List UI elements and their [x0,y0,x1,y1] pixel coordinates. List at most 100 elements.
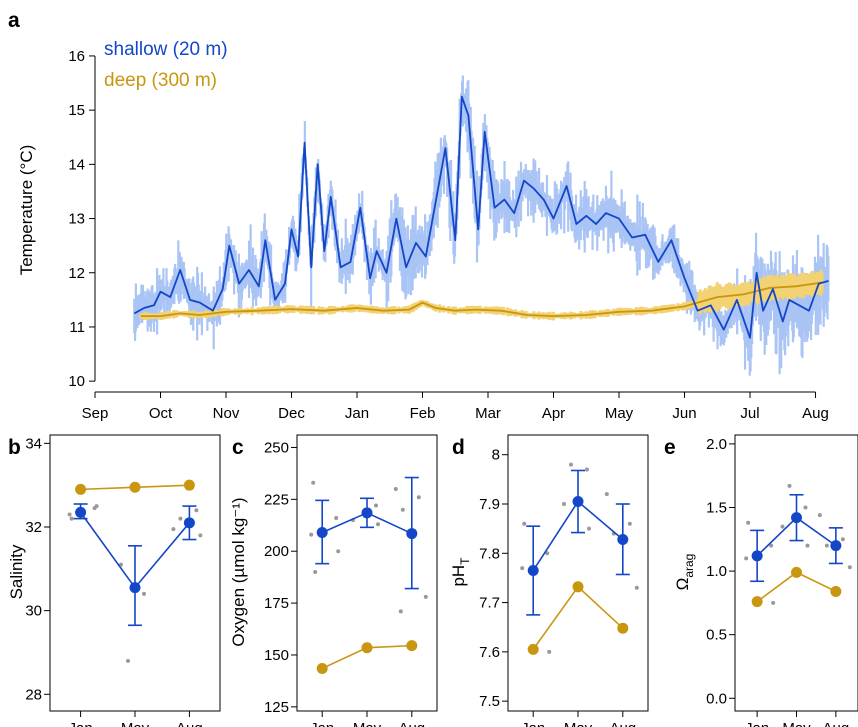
panel-d-y-tick-label: 8 [492,447,500,464]
deep-mean-point [183,479,195,491]
replicate-point [847,565,852,570]
replicate-point [94,504,99,509]
legend-shallow: shallow (20 m) [104,39,228,60]
panel-b-letter: b [8,436,21,459]
replicate-point [376,522,380,527]
panel-a-y-tick-label: 16 [68,48,85,65]
replicate-point [604,492,609,497]
panel-d-x-tick-label: Jan [521,720,545,727]
panel-a-x-tick-label: May [605,405,634,422]
panel-e-y-tick-label: 0.5 [706,627,727,644]
replicate-point [374,503,378,508]
replicate-point [562,502,566,506]
deep-mean-point [527,643,539,655]
shallow-mean-point [830,540,842,552]
replicate-point [805,543,810,548]
panel-b-x-tick-label: Jan [69,720,93,727]
panel-e-y-tick-label: 0.0 [706,690,727,707]
panel-c-y-tick-label: 225 [264,491,289,508]
panel-c-x-tick-label: Aug [398,720,425,727]
panel-b: b Salinity 28 30 32 34 Jan May Aug [7,434,221,727]
panel-a-axes: 10 11 12 13 14 15 16 Sep Oct Nov Dec Jan Feb Mar Apr Ma… [68,48,829,422]
deep-mean-point [75,483,87,495]
replicate-point [142,591,146,596]
replicate-point [817,513,822,518]
panel-e-ylabel-sub: arag [682,554,696,578]
panel-a-y-tick-label: 11 [69,319,85,336]
panel-d: d pHT 7.5 7.6 7.7 7.8 7.9 8 Jan May Aug [449,434,649,727]
shallow-mean-point [129,582,141,594]
replicate-point [311,480,316,485]
panel-a-ylabel: Temperature (°C) [17,145,36,276]
replicate-point [309,532,314,537]
replicate-point [824,543,829,548]
panel-c-y-tick-label: 125 [264,699,289,716]
panel-a-x-tick-label: Jun [672,405,696,422]
replicate-point [313,569,318,574]
panel-c: c Oxygen (µmol kg⁻¹) 125 150 175 200 225 250 J… [229,434,438,727]
replicate-point [780,524,785,529]
panel-a-x-tick-label: Feb [410,405,436,422]
replicate-point [744,556,749,561]
replicate-point [787,483,792,488]
panel-e-y-tick-label: 1.0 [706,563,727,580]
replicate-point [769,543,774,548]
panel-c-y-tick-label: 250 [264,439,289,456]
panel-a-x-tick-label: Mar [475,405,501,422]
replicate-point [69,516,74,521]
replicate-point [398,609,403,614]
shallow-mean-point [361,507,373,519]
panel-e-y-tick-label: 1.5 [706,499,727,516]
deep-mean-point [791,566,802,578]
replicate-point [634,585,639,590]
shallow-mean-point [183,517,195,529]
panel-c-x-tick-label: May [353,720,382,727]
panel-c-ylabel: Oxygen (µmol kg⁻¹) [229,497,248,646]
panel-d-x-tick-label: May [564,720,593,727]
replicate-point [585,467,589,472]
panel-a-y-tick-label: 15 [68,102,85,119]
shallow-series-line [133,95,829,339]
replicate-point [171,527,176,532]
shallow-mean-point [617,533,629,545]
panel-a-y-tick-label: 12 [68,265,85,282]
shallow-mean-point [572,496,584,508]
panel-e-y-tick-label: 2.0 [706,436,727,453]
panel-e-letter: e [664,436,676,459]
panel-b-y-tick-label: 28 [25,686,42,703]
replicate-point [522,521,527,526]
panel-d-y-tick-label: 7.7 [479,595,500,612]
replicate-point [547,649,552,654]
panel-e-x-tick-label: Jan [745,720,769,727]
deep-series-line [532,585,624,650]
panel-c-y-tick-label: 175 [264,595,289,612]
deep-mean-point [129,481,141,493]
panel-a: a 10 11 12 13 14 15 16 Sep Oct Nov Dec Jan Feb Mar Apr… [8,9,830,422]
replicate-point [198,533,203,538]
panel-b-x-tick-label: May [121,720,150,727]
replicate-point [393,486,398,491]
shallow-mean-point [527,565,539,577]
legend-deep: deep (300 m) [104,70,217,91]
shallow-mean-point [316,527,328,539]
panel-d-y-tick-label: 7.5 [479,693,500,710]
panel-c-letter: c [232,436,244,459]
shallow-variability-band [133,75,830,376]
panel-a-letter: a [8,9,20,32]
replicate-point [569,462,573,467]
replicate-point [336,549,341,554]
temperature-lines [133,95,829,339]
panel-d-ylabel-sub: T [458,557,472,565]
replicate-point [194,508,199,513]
panel-b-y-tick-label: 32 [25,519,42,536]
replicate-point [334,516,339,521]
panel-b-y-tick-label: 34 [25,435,42,452]
panel-a-y-tick-label: 14 [68,156,85,173]
replicate-point [67,512,72,517]
panel-b-x-tick-label: Aug [176,720,203,727]
deep-mean-point [572,581,584,593]
replicate-point [771,600,776,605]
deep-mean-point [406,640,418,652]
panel-d-ylabel-main: pH [449,565,468,587]
